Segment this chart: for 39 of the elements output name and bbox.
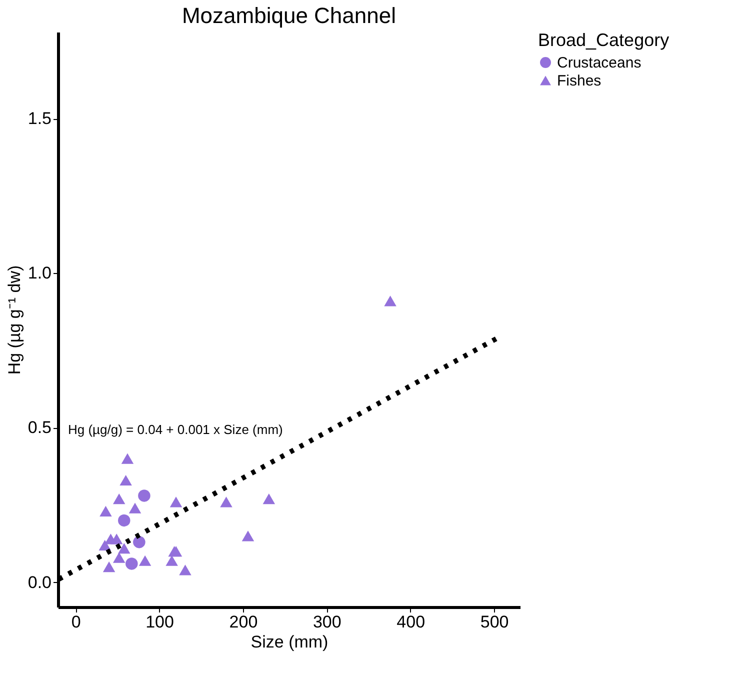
point xyxy=(98,540,111,550)
point xyxy=(384,296,396,306)
y-axis-title: Hg (µg g⁻¹ dw) xyxy=(4,265,24,375)
y-tick-label: 0.5 xyxy=(28,418,52,438)
x-tick-label: 200 xyxy=(229,612,258,632)
x-tick-label: 500 xyxy=(480,612,509,632)
point xyxy=(242,530,254,542)
point xyxy=(112,494,126,504)
point xyxy=(179,564,192,576)
chart-title: Mozambique Channel xyxy=(182,3,396,28)
x-tick-label: 100 xyxy=(146,612,174,632)
legend-label: Fishes xyxy=(557,72,602,90)
annotation: Hg (µg/g) = 0.04 + 0.001 x Size (mm) xyxy=(68,422,283,437)
point xyxy=(120,474,132,486)
point xyxy=(102,562,116,572)
point xyxy=(170,496,182,508)
point xyxy=(126,558,138,570)
point xyxy=(121,453,134,464)
point xyxy=(100,506,112,516)
point xyxy=(133,536,146,548)
x-axis-title: Size (mm) xyxy=(250,632,328,652)
legend-title: Broad_Category xyxy=(538,30,670,50)
point xyxy=(166,555,178,566)
x-tick-label: 400 xyxy=(396,612,426,632)
x-tick-label: 0 xyxy=(71,612,81,632)
point xyxy=(262,494,276,504)
point xyxy=(220,496,232,508)
point xyxy=(110,534,123,544)
x-tick-label: 300 xyxy=(312,612,342,632)
point xyxy=(118,542,130,554)
point xyxy=(138,555,152,566)
y-tick-label: 0.0 xyxy=(28,572,52,592)
y-tick-label: 1.0 xyxy=(28,264,52,283)
point xyxy=(128,502,142,514)
y-tick-label: 1.5 xyxy=(28,109,52,128)
point xyxy=(118,514,130,527)
point xyxy=(112,552,126,563)
legend-label: Crustaceans xyxy=(557,54,642,72)
point xyxy=(138,490,150,502)
